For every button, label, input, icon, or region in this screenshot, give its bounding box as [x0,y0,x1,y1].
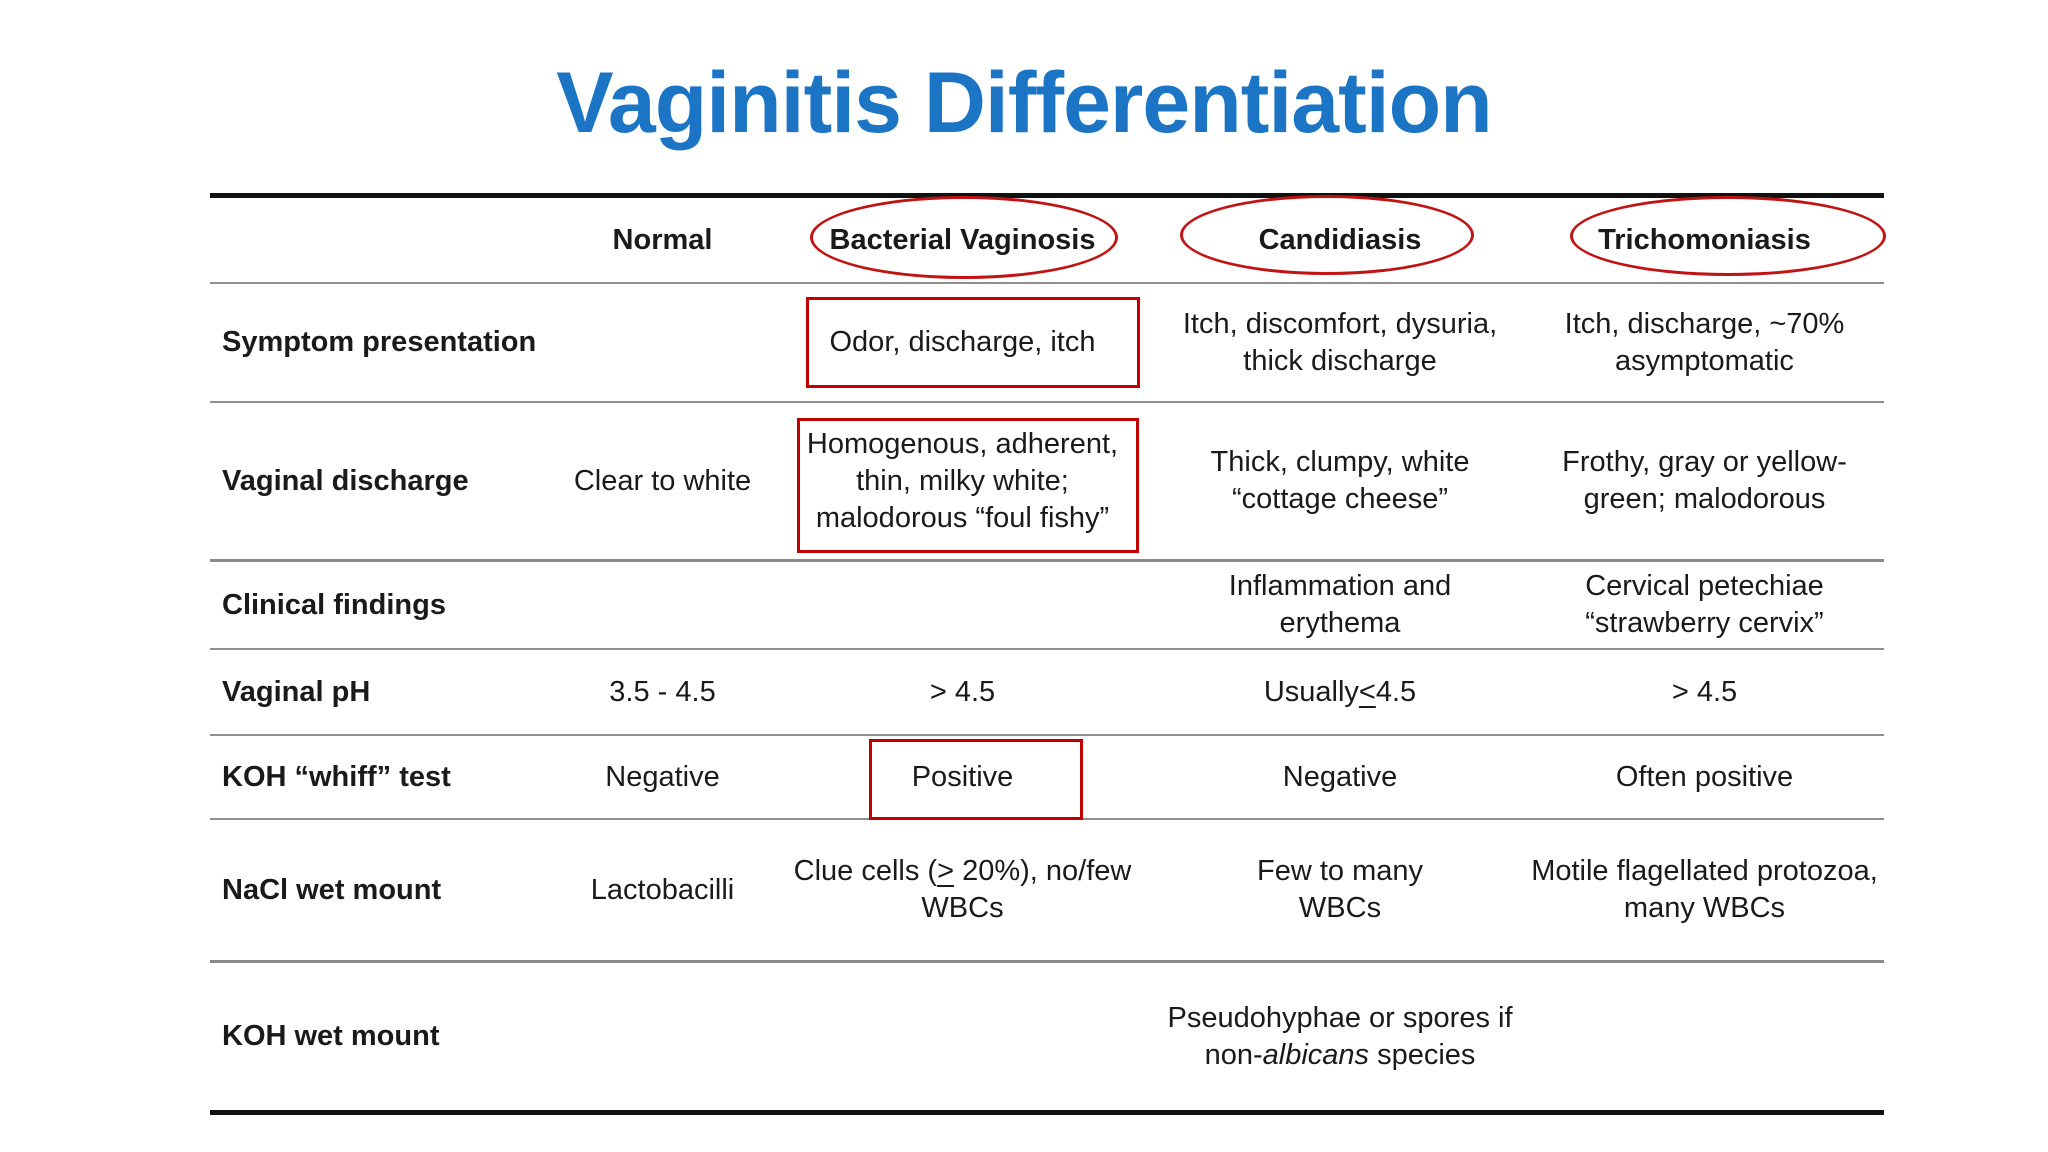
cell-ph-normal: 3.5 - 4.5 [609,675,716,708]
column-header-normal: Normal [612,223,713,256]
table-row-vaginal-discharge: Vaginal discharge Clear to white Homogen… [210,403,1884,562]
cell-findings-normal [555,562,770,648]
cell-findings-trichomoniasis: Cervical petechiae “strawberry cervix” [1585,570,1824,639]
cell-symptom-normal [555,284,770,401]
circle-annotation-trichomoniasis [1570,196,1886,276]
cell-kohwet-normal [555,963,770,1110]
cell-discharge-candidiasis: Thick, clumpy, white “cottage cheese” [1210,446,1470,515]
cell-ph-candidiasis: Usually < 4.5 [1263,675,1417,708]
cell-whiff-normal: Negative [605,760,720,793]
cell-symptom-bv: Odor, discharge, itch [829,326,1096,358]
table-row-nacl-wet-mount: NaCl wet mount Lactobacilli Clue cells (… [210,820,1884,963]
circle-annotation-bacterial-vaginosis [810,196,1118,279]
page-title: Vaginitis Differentiation [556,55,1492,151]
row-label-koh-wet-mount: KOH wet mount [222,1020,440,1052]
cell-findings-bv [770,562,1155,648]
cell-discharge-normal: Clear to white [573,464,752,497]
highlight-box-homogenous-discharge [797,418,1139,553]
cell-discharge-trichomoniasis: Frothy, gray or yellow- green; malodorou… [1562,446,1847,515]
cell-whiff-candidiasis: Negative [1282,760,1398,793]
cell-ph-bv: > 4.5 [929,675,996,708]
cell-nacl-bv: Clue cells (> 20%), no/few WBCs [793,855,1132,924]
cell-kohwet-trichomoniasis [1525,963,1884,1110]
header-empty [210,198,555,282]
cell-nacl-candidiasis: Few to many WBCs [1257,855,1423,924]
table-row-vaginal-ph: Vaginal pH 3.5 - 4.5 > 4.5 Usually < 4.5… [210,650,1884,736]
cell-kohwet-candidiasis: Pseudohyphae or spores if non-albicans s… [1167,1001,1513,1071]
row-label-nacl-wet-mount: NaCl wet mount [222,873,442,906]
cell-ph-trichomoniasis: > 4.5 [1671,675,1738,708]
cell-findings-candidiasis: Inflammation and erythema [1228,570,1452,639]
table-row-koh-wet-mount: KOH wet mount Pseudohyphae or spores if … [210,963,1884,1110]
cell-whiff-bv: Positive [911,760,1014,793]
cell-nacl-trichomoniasis: Motile flagellated protozoa, many WBCs [1531,855,1878,924]
row-label-vaginal-discharge: Vaginal discharge [222,464,469,497]
row-label-koh-whiff-test: KOH “whiff” test [222,760,451,793]
cell-kohwet-bv [770,963,1155,1110]
cell-nacl-normal: Lactobacilli [590,873,735,906]
row-label-clinical-findings: Clinical findings [222,588,446,621]
cell-symptom-trichomoniasis: Itch, discharge, ~70% asymptomatic [1564,307,1845,377]
highlight-box-positive-whiff [869,739,1083,820]
cell-symptom-candidiasis: Itch, discomfort, dysuria, thick dischar… [1182,307,1498,377]
cell-discharge-bv: Homogenous, adherent, thin, milky white;… [806,427,1119,534]
table-row-symptom-presentation: Symptom presentation Odor, discharge, it… [210,284,1884,403]
circle-annotation-candidiasis [1180,195,1474,275]
highlight-box-odor-discharge-itch [806,297,1140,388]
table-row-clinical-findings: Clinical findings Inflammation and eryth… [210,562,1884,650]
row-label-symptom-presentation: Symptom presentation [222,326,537,358]
row-label-vaginal-ph: Vaginal pH [222,675,371,708]
cell-whiff-trichomoniasis: Often positive [1615,760,1794,793]
